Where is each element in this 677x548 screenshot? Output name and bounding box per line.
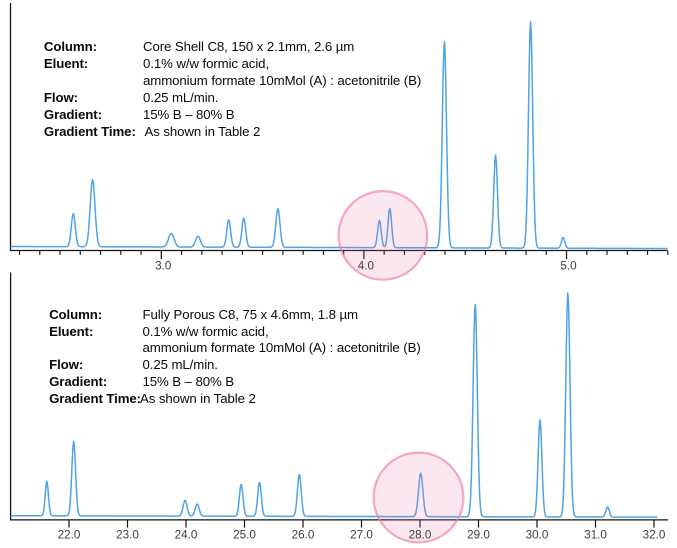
svg-text:25.0: 25.0 [233, 529, 256, 542]
svg-text:5.0: 5.0 [560, 259, 577, 272]
svg-text:28.0: 28.0 [409, 529, 432, 542]
svg-text:29.0: 29.0 [467, 529, 490, 542]
svg-text:4.0: 4.0 [358, 259, 375, 272]
svg-text:3.0: 3.0 [155, 259, 172, 272]
svg-text:31.0: 31.0 [584, 529, 607, 542]
svg-text:23.0: 23.0 [116, 529, 139, 542]
svg-text:26.0: 26.0 [292, 529, 315, 542]
svg-text:32.0: 32.0 [643, 529, 666, 542]
svg-text:24.0: 24.0 [175, 529, 198, 542]
svg-text:22.0: 22.0 [58, 529, 81, 542]
svg-text:27.0: 27.0 [350, 529, 373, 542]
svg-text:30.0: 30.0 [526, 529, 549, 542]
